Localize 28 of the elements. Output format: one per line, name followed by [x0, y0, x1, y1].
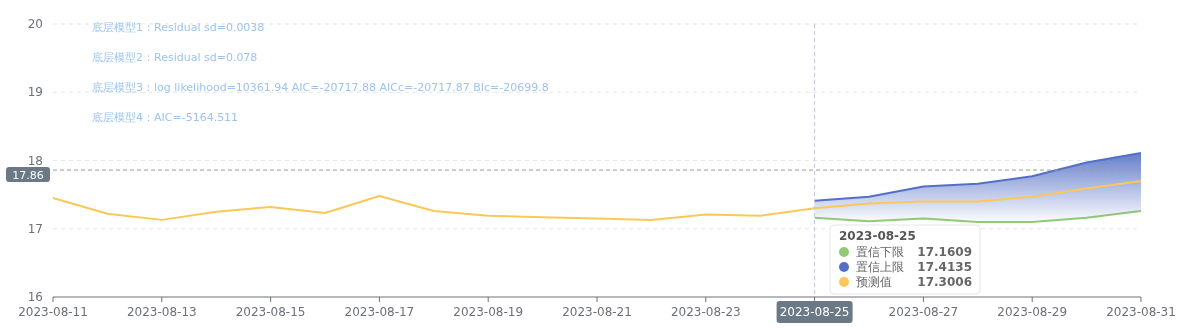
annotation: 17.1609 — [917, 245, 972, 259]
x-tick-label: 2023-08-31 — [1106, 305, 1176, 319]
x-tick-label: 2023-08-27 — [888, 305, 959, 319]
x-tick-label: 2023-08-29 — [997, 305, 1068, 319]
x-tick-label: 2023-08-17 — [344, 305, 415, 319]
legend-label: 预测值 — [856, 275, 892, 289]
ref-line-label: 17.86 — [12, 169, 44, 183]
x-tick-label: 2023-08-25 — [779, 305, 850, 319]
legend-label: 置信下限 — [856, 245, 904, 259]
y-tick-label: 20 — [27, 17, 43, 31]
x-tick-label: 2023-08-11 — [18, 305, 88, 319]
x-tick-label: 2023-08-19 — [453, 305, 524, 319]
annotation: 底层模型3：log likelihood=10361.94 AIC=-20717.88 AICc=-20717.87 BIc=-20699.8 — [92, 81, 549, 94]
y-tick-label: 18 — [27, 153, 43, 168]
x-tick-label: 2023-08-23 — [670, 305, 741, 319]
legend-label: 置信上限 — [856, 260, 904, 274]
annotation: 17.3006 — [917, 275, 972, 289]
annotation: 底层模型1：Residual sd=0.0038 — [92, 21, 265, 34]
y-tick-label: 17 — [27, 221, 43, 236]
annotation: 底层模型4：AIC=-5164.511 — [92, 111, 239, 124]
legend-title: 2023-08-25 — [839, 229, 916, 243]
annotation: 17.4135 — [917, 260, 972, 274]
y-tick-label: 19 — [27, 85, 43, 100]
x-tick-label: 2023-08-21 — [562, 305, 632, 319]
x-tick-label: 2023-08-15 — [235, 305, 306, 319]
annotation: 底层模型2：Residual sd=0.078 — [92, 51, 258, 64]
y-tick-label: 16 — [27, 290, 43, 304]
x-tick-label: 2023-08-13 — [126, 305, 197, 319]
